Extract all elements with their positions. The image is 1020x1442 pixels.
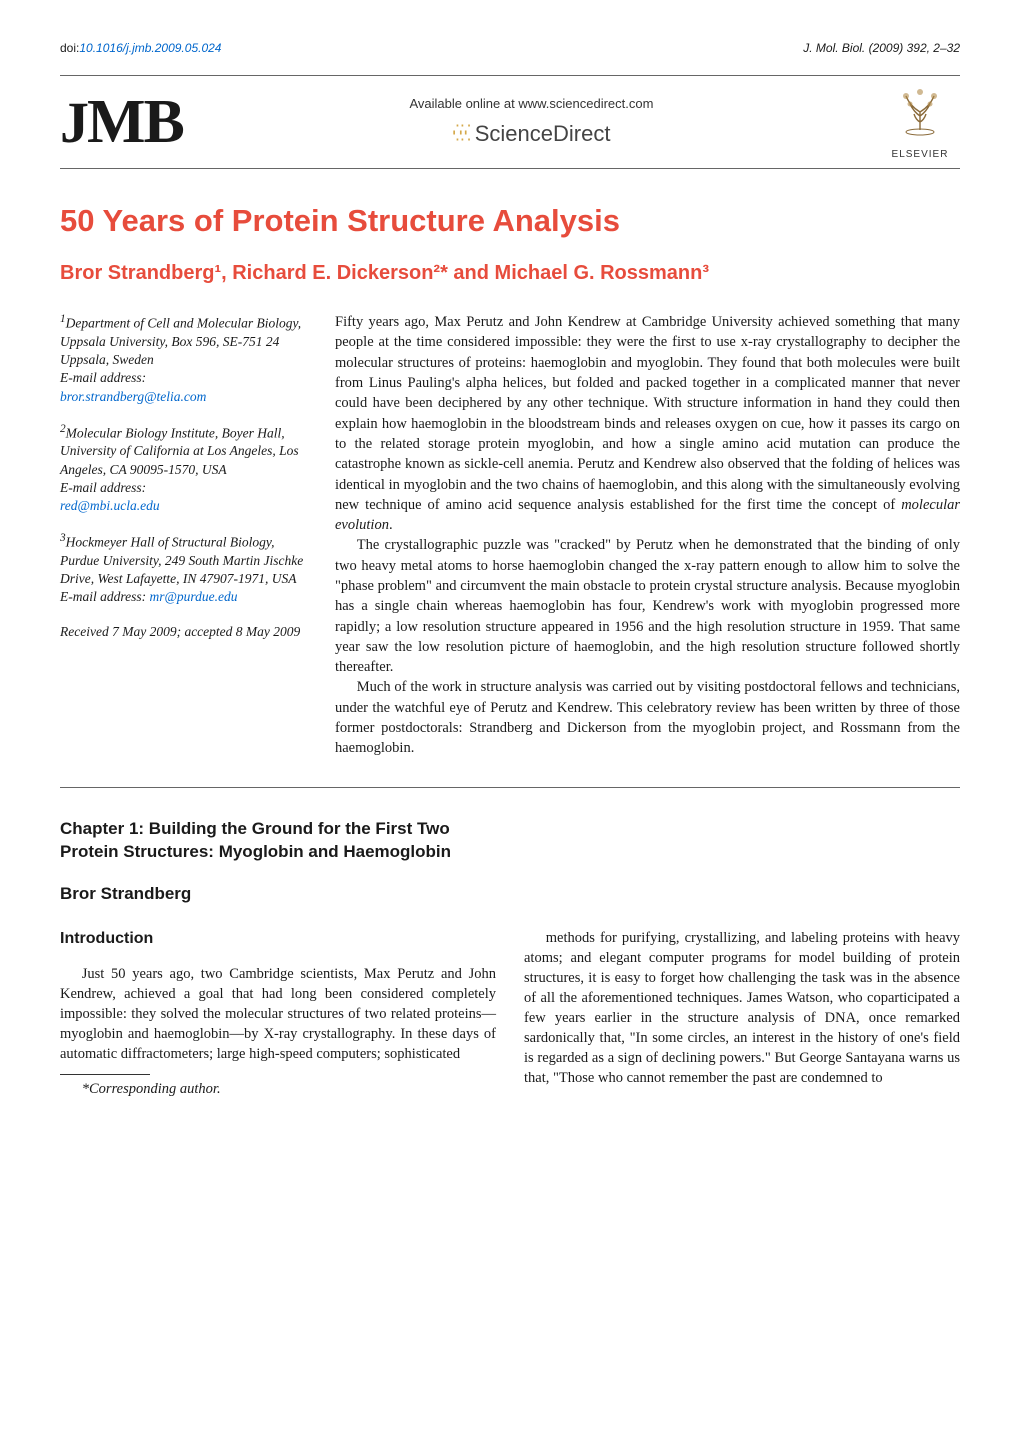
- affiliation-2: 2Molecular Biology Institute, Boyer Hall…: [60, 422, 305, 516]
- email-label: E-mail address:: [60, 589, 150, 604]
- affiliation-3: 3Hockmeyer Hall of Structural Biology, P…: [60, 531, 305, 606]
- masthead: JMB Available online at www.sciencedirec…: [60, 75, 960, 169]
- affil-text: Molecular Biology Institute, Boyer Hall,…: [60, 425, 299, 476]
- email-label: E-mail address:: [60, 370, 146, 385]
- elsevier-block: ELSEVIER: [880, 82, 960, 162]
- abstract-p1-text: Fifty years ago, Max Perutz and John Ken…: [335, 314, 960, 513]
- abstract-p1-tail: .: [389, 517, 393, 533]
- affil-text: Department of Cell and Molecular Biology…: [60, 316, 301, 367]
- elsevier-tree-icon: [892, 82, 948, 138]
- sd-label: ScienceDirect: [475, 118, 611, 150]
- body-columns: Introduction Just 50 years ago, two Camb…: [60, 928, 960, 1099]
- sciencedirect-logo: ∴∵∵∴ ScienceDirect: [193, 118, 870, 150]
- elsevier-label: ELSEVIER: [880, 148, 960, 163]
- authors-line: Bror Strandberg¹, Richard E. Dickerson²*…: [60, 260, 960, 286]
- email-link[interactable]: mr@purdue.edu: [150, 589, 238, 604]
- footnote-separator: [60, 1074, 150, 1075]
- chapter-author: Bror Strandberg: [60, 882, 960, 907]
- doi-prefix: doi:: [60, 41, 79, 55]
- doi-line: doi:10.1016/j.jmb.2009.05.024: [60, 40, 221, 57]
- received-dates: Received 7 May 2009; accepted 8 May 2009: [60, 623, 305, 641]
- email-link[interactable]: red@mbi.ucla.edu: [60, 497, 305, 515]
- intro-heading: Introduction: [60, 928, 496, 950]
- doi-link[interactable]: 10.1016/j.jmb.2009.05.024: [79, 41, 221, 55]
- jmb-logo-j: J: [60, 90, 87, 155]
- sd-dots-icon: ∴∵∵∴: [452, 126, 468, 142]
- email-label: E-mail address:: [60, 480, 146, 495]
- intro-p1: Just 50 years ago, two Cambridge scienti…: [60, 964, 496, 1064]
- affiliations-column: 1Department of Cell and Molecular Biolog…: [60, 312, 305, 759]
- chapter-heading: Chapter 1: Building the Ground for the F…: [60, 818, 492, 864]
- page-header: doi:10.1016/j.jmb.2009.05.024 J. Mol. Bi…: [60, 40, 960, 57]
- availability-block: Available online at www.sciencedirect.co…: [183, 95, 880, 150]
- corresponding-author-note: *Corresponding author.: [60, 1079, 496, 1099]
- intro-p2: methods for purifying, crystallizing, an…: [524, 928, 960, 1088]
- abstract-p1: Fifty years ago, Max Perutz and John Ken…: [335, 312, 960, 535]
- jmb-logo: JMB: [60, 91, 183, 153]
- meta-abstract-row: 1Department of Cell and Molecular Biolog…: [60, 312, 960, 759]
- article-title: 50 Years of Protein Structure Analysis: [60, 199, 960, 244]
- abstract-p3: Much of the work in structure analysis w…: [335, 677, 960, 758]
- abstract-p2: The crystallographic puzzle was "cracked…: [335, 535, 960, 677]
- affiliation-1: 1Department of Cell and Molecular Biolog…: [60, 312, 305, 406]
- abstract-column: Fifty years ago, Max Perutz and John Ken…: [335, 312, 960, 759]
- available-text: Available online at www.sciencedirect.co…: [193, 95, 870, 114]
- email-link[interactable]: bror.strandberg@telia.com: [60, 388, 305, 406]
- affil-text: Hockmeyer Hall of Structural Biology, Pu…: [60, 535, 303, 586]
- jmb-logo-mb: MB: [87, 88, 183, 156]
- section-rule: [60, 787, 960, 788]
- journal-reference: J. Mol. Biol. (2009) 392, 2–32: [803, 40, 960, 57]
